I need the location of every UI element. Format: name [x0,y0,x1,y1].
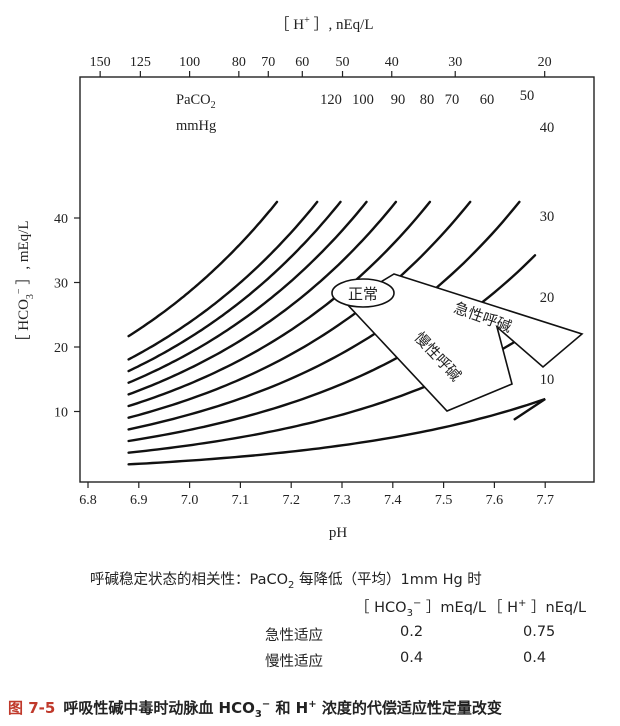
isopleth-title: PaCO2 [176,92,216,111]
x-tick-label: 7.6 [486,493,504,508]
x-tick-label: 7.2 [282,493,300,508]
isopleth-curves: 120 100 90 80 70 60 50 40 30 20 10 [127,88,555,466]
x-tick-label: 6.9 [130,493,148,508]
top-tick-label: 30 [448,55,462,70]
x-tick-label: 7.7 [536,493,554,508]
top-tick-label: 40 [385,55,399,70]
isopleth-label: 90 [391,92,406,108]
top-tick-label: 70 [261,55,275,70]
top-axis-label-text: ［ H+ ］, nEq/L [275,15,374,33]
isopleth-label: 120 [320,92,342,108]
x-tick-label: 7.3 [333,493,351,508]
x-axis-label: pH [329,525,348,541]
isopleth-label: 60 [480,92,495,108]
y-tick-label: 20 [54,341,68,356]
x-axis-ticks: 6.8 6.9 7.0 7.1 7.2 7.3 7.4 7.5 7.6 7.7 [79,482,554,508]
y-axis-label: ［ HCO3− ］, mEq/L [14,221,36,350]
isopleth-line [127,200,342,373]
normal-region [331,278,395,308]
notes-row-hco3: 0.4 [400,650,424,666]
isopleth-line [127,200,319,361]
compensation-band [344,273,584,412]
top-tick-label: 125 [130,55,151,70]
isopleth-label: 100 [352,92,374,108]
y-tick-label: 10 [54,406,68,421]
caption-text: 呼吸性碱中毒时动脉血 HCO3− 和 H+ 浓度的代偿适应性定量改变 [63,699,502,720]
x-tick-label: 7.1 [232,493,250,508]
isopleth-units: mmHg [176,118,216,134]
isopleth-label: 30 [540,209,555,225]
notes-row-hco3: 0.2 [400,624,424,640]
isopleth-label: 20 [540,290,555,306]
top-axis-label: ［ H+ ］, nEq/L [275,15,374,33]
isopleth-label: 40 [540,120,555,136]
y-axis-label-text: ［ HCO3− ］, mEq/L [14,221,36,350]
isopleth-line [127,200,472,419]
notes-row-h: 0.75 [523,624,556,640]
chart: ［ H+ ］, nEq/L 150 125 100 80 70 60 50 40 30 20 6.… [14,15,595,541]
notes-row-h: 0.4 [523,650,547,666]
y-axis-ticks: 10 20 30 40 [54,212,80,421]
notes-col-h: ［ H+ ］nEq/L [488,598,587,616]
notes-col-hco3: ［ HCO3− ］mEq/L [355,598,486,619]
normal-label: 正常 [348,285,378,303]
top-tick-label: 20 [538,55,552,70]
isopleth-line [127,200,432,408]
isopleth-line [127,200,398,396]
top-axis-ticks: 150 125 100 80 70 60 50 40 30 20 [90,55,552,77]
x-tick-label: 6.8 [79,493,97,508]
notes-row-label: 慢性适应 [265,654,323,670]
figure-caption: 图 7-5 呼吸性碱中毒时动脉血 HCO3− 和 H+ 浓度的代偿适应性定量改变 [8,697,502,720]
x-tick-label: 7.0 [181,493,199,508]
isopleth-label: 50 [520,88,535,104]
isopleth-line [127,397,546,466]
top-tick-label: 50 [336,55,350,70]
figure-number: 图 7-5 [8,699,56,717]
isopleth-header: PaCO2 mmHg [176,92,216,134]
isopleth-line [127,200,521,431]
x-tick-label: 7.4 [384,493,402,508]
isopleth-label: 10 [540,372,555,388]
isopleth-line [127,200,279,338]
notes-row-label: 急性适应 [265,628,323,644]
isopleth-line [127,200,368,384]
y-tick-label: 40 [54,212,68,227]
y-tick-label: 30 [54,277,68,292]
x-tick-label: 7.5 [435,493,453,508]
top-tick-label: 80 [232,55,246,70]
top-tick-label: 60 [295,55,309,70]
notes-heading: 呼碱稳定状态的相关性：PaCO2 每降低（平均）1mm Hg 时 [90,572,482,591]
top-tick-label: 100 [179,55,200,70]
isopleth-label: 80 [420,92,435,108]
top-tick-label: 150 [90,55,111,70]
isopleth-label: 70 [445,92,460,108]
plot-frame [79,76,595,483]
